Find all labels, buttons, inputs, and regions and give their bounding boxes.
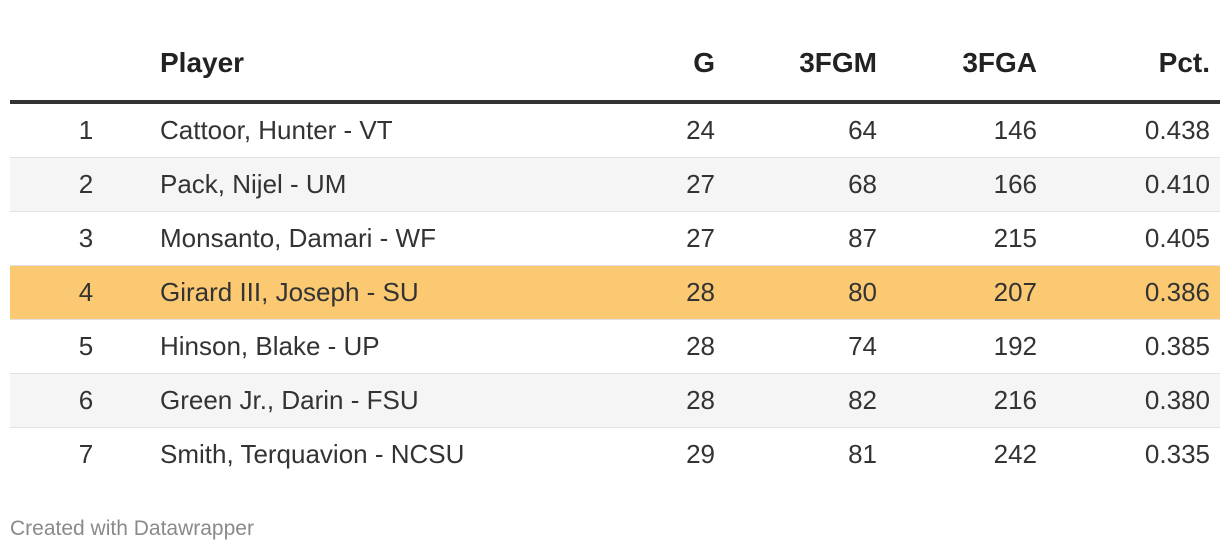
table-row: 7 Smith, Terquavion - NCSU 29 81 242 0.3…: [10, 428, 1220, 482]
cell-player: Smith, Terquavion - NCSU: [160, 439, 465, 469]
cell-player: Monsanto, Damari - WF: [160, 211, 580, 266]
cell-pct: 0.380: [1037, 373, 1220, 428]
cell-pct: 0.405: [1037, 211, 1220, 266]
header-row: Player G 3FGM 3FGA Pct.: [10, 28, 1220, 104]
cell-3fgm: 68: [715, 157, 877, 212]
cell-games: 29: [686, 439, 715, 469]
cell-games: 28: [580, 265, 715, 320]
header-3fgm: 3FGM: [715, 28, 877, 104]
cell-3fga: 215: [877, 211, 1037, 266]
table-body: 1 Cattoor, Hunter - VT 24 64 146 0.438 2…: [10, 102, 1220, 481]
header-pct: Pct.: [1037, 28, 1220, 104]
cell-games: 27: [580, 157, 715, 212]
cell-games: 28: [580, 319, 715, 374]
cell-player: Pack, Nijel - UM: [160, 157, 580, 212]
table-row: 4 Girard III, Joseph - SU 28 80 207 0.38…: [10, 265, 1220, 320]
cell-3fgm: 64: [715, 102, 877, 158]
cell-pct: 0.385: [1037, 319, 1220, 374]
cell-games: 27: [580, 211, 715, 266]
three-point-leaders-table: Player G 3FGM 3FGA Pct. 1 Cattoor, Hunte…: [10, 28, 1220, 481]
cell-games: 24: [580, 102, 715, 158]
cell-3fga: 242: [993, 439, 1037, 469]
cell-3fgm: 80: [715, 265, 877, 320]
cell-player: Green Jr., Darin - FSU: [160, 373, 580, 428]
cell-3fga: 192: [877, 319, 1037, 374]
stats-table-container: Player G 3FGM 3FGA Pct. 1 Cattoor, Hunte…: [10, 28, 1220, 481]
cell-player: Hinson, Blake - UP: [160, 319, 580, 374]
cell-pct: 0.386: [1037, 265, 1220, 320]
cell-3fgm: 74: [715, 319, 877, 374]
table-row: 3 Monsanto, Damari - WF 27 87 215 0.405: [10, 211, 1220, 266]
cell-rank: 4: [10, 265, 160, 320]
cell-3fgm: 81: [848, 439, 877, 469]
cell-player: Girard III, Joseph - SU: [160, 265, 580, 320]
cell-3fga: 207: [877, 265, 1037, 320]
header-3fga: 3FGA: [877, 28, 1037, 104]
cell-pct: 0.335: [1144, 439, 1210, 469]
cell-3fga: 216: [877, 373, 1037, 428]
cell-3fga: 146: [877, 102, 1037, 158]
cell-rank: 7: [78, 439, 94, 469]
header-player: Player: [160, 28, 580, 104]
cell-3fgm: 82: [715, 373, 877, 428]
cell-rank: 3: [10, 211, 160, 266]
cell-games: 28: [580, 373, 715, 428]
cell-player: Cattoor, Hunter - VT: [160, 102, 580, 158]
cell-3fga: 166: [877, 157, 1037, 212]
cell-rank: 5: [10, 319, 160, 374]
table-row: 6 Green Jr., Darin - FSU 28 82 216 0.380: [10, 373, 1220, 428]
cell-pct: 0.410: [1037, 157, 1220, 212]
table-row: 2 Pack, Nijel - UM 27 68 166 0.410: [10, 157, 1220, 212]
header-games: G: [580, 28, 715, 104]
cell-pct: 0.438: [1037, 102, 1220, 158]
cell-rank: 1: [10, 102, 160, 158]
cell-3fgm: 87: [715, 211, 877, 266]
header-rank: [10, 28, 160, 104]
table-header: Player G 3FGM 3FGA Pct.: [10, 28, 1220, 104]
cell-rank: 2: [10, 157, 160, 212]
table-row: 1 Cattoor, Hunter - VT 24 64 146 0.438: [10, 102, 1220, 158]
table-row: 5 Hinson, Blake - UP 28 74 192 0.385: [10, 319, 1220, 374]
cell-rank: 6: [10, 373, 160, 428]
datawrapper-credit: Created with Datawrapper: [10, 517, 254, 540]
